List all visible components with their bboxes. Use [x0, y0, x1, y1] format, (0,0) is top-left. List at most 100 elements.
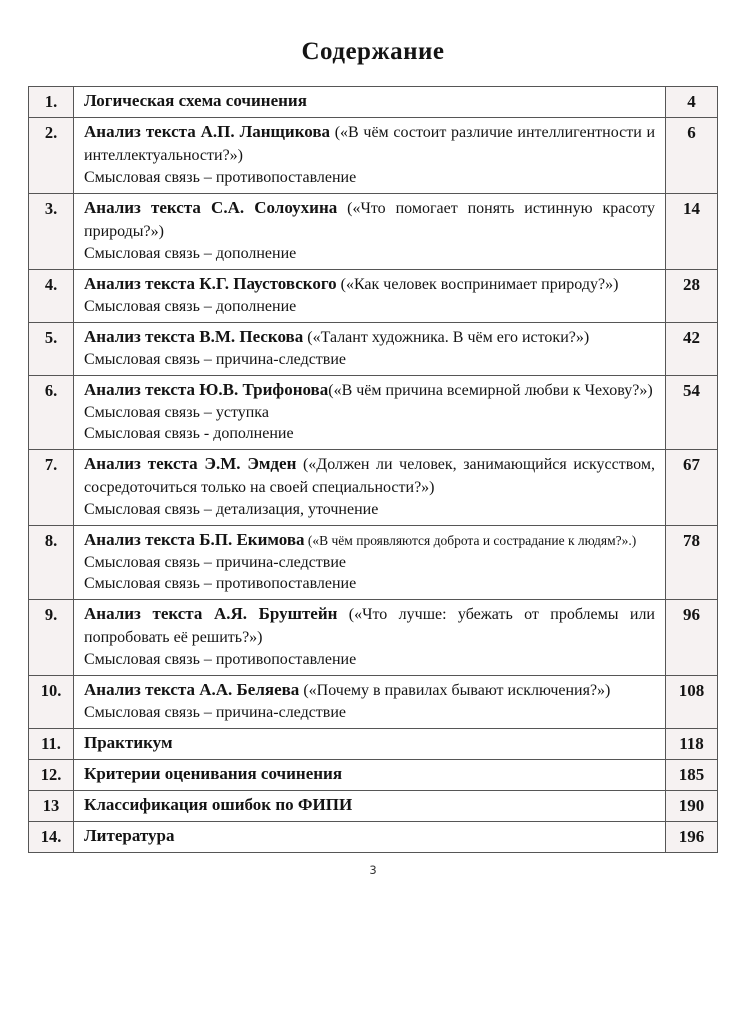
row-number: 2. [28, 117, 74, 194]
entry-cell: Анализ текста Ю.В. Трифонова(«В чём прич… [73, 375, 666, 450]
entry-cell: Классификация ошибок по ФИПИ [73, 790, 666, 822]
entry-heading: Анализ текста Ю.В. Трифонова(«В чём прич… [84, 379, 655, 402]
footer-page-number: 3 [369, 863, 377, 877]
entry-cell: Анализ текста А.Я. Бруштейн («Что лучше:… [73, 599, 666, 676]
entry-cell: Анализ текста А.А. Беляева («Почему в пр… [73, 675, 666, 729]
entry-title: Анализ текста А.А. Беляева [84, 680, 300, 699]
row-number: 12. [28, 759, 74, 791]
entry-page-number: 185 [665, 759, 718, 791]
table-row: 5. Анализ текста В.М. Пескова («Талант х… [28, 322, 718, 376]
entry-cell: Анализ текста Э.М. Эмден («Должен ли чел… [73, 449, 666, 526]
entry-link-type: Смысловая связь – причина-следствие [84, 351, 347, 368]
entry-heading: Анализ текста А.А. Беляева («Почему в пр… [84, 679, 655, 702]
entry-title: Критерии оценивания сочинения [84, 764, 343, 783]
entry-heading: Анализ текста Б.П. Екимова («В чём прояв… [84, 529, 655, 552]
entry-heading: Анализ текста А.П. Ланщикова («В чём сос… [84, 121, 655, 167]
table-row: 3. Анализ текста С.А. Солоухина («Что по… [28, 193, 718, 270]
entry-link-type: Смысловая связь – причина-следствие [84, 554, 347, 571]
entry-page-number: 14 [665, 193, 718, 270]
entry-cell: Анализ текста К.Г. Паустовского («Как че… [73, 269, 666, 323]
entry-page-number: 42 [665, 322, 718, 376]
entry-subtitle: («В чём состоит различие интеллигентност… [84, 124, 656, 164]
entry-cell: Анализ текста С.А. Солоухина («Что помог… [73, 193, 666, 270]
entry-heading: Анализ текста Э.М. Эмден («Должен ли чел… [84, 453, 655, 499]
entry-page-number: 4 [665, 86, 718, 118]
entry-title: Анализ текста В.М. Пескова [84, 327, 304, 346]
entry-title: Практикум [84, 733, 173, 752]
entry-cell: Литература [73, 821, 666, 853]
entry-title: Анализ текста Э.М. Эмден [84, 454, 297, 473]
row-number: 3. [28, 193, 74, 270]
table-row: 1. Логическая схема сочинения 4 [28, 86, 718, 118]
entry-page-number: 118 [665, 728, 718, 760]
entry-subtitle: («В чём причина всемирной любви к Чехову… [328, 382, 653, 399]
table-row: 9. Анализ текста А.Я. Бруштейн («Что луч… [28, 599, 718, 676]
row-number: 8. [28, 525, 74, 600]
entry-subtitle: («В чём проявляются доброта и сострадани… [304, 533, 637, 548]
entry-title: Классификация ошибок по ФИПИ [84, 795, 353, 814]
entry-cell: Анализ текста В.М. Пескова («Талант худо… [73, 322, 666, 376]
table-row: 12. Критерии оценивания сочинения 185 [28, 759, 718, 791]
entry-page-number: 67 [665, 449, 718, 526]
entry-link-type: Смысловая связь – дополнение [84, 245, 297, 262]
row-number: 6. [28, 375, 74, 450]
entry-page-number: 190 [665, 790, 718, 822]
entry-heading: Анализ текста В.М. Пескова («Талант худо… [84, 326, 655, 349]
entry-cell: Критерии оценивания сочинения [73, 759, 666, 791]
entry-title: Анализ текста А.П. Ланщикова [84, 122, 331, 141]
entry-title: Анализ текста С.А. Солоухина [84, 198, 338, 217]
entry-title: Анализ текста А.Я. Бруштейн [84, 604, 338, 623]
entry-page-number: 6 [665, 117, 718, 194]
entry-link-type: Смысловая связь - дополнение [84, 425, 294, 442]
row-number: 4. [28, 269, 74, 323]
entry-cell: Практикум [73, 728, 666, 760]
entry-link-type: Смысловая связь – дополнение [84, 298, 297, 315]
entry-title: Анализ текста К.Г. Паустовского [84, 274, 337, 293]
entry-heading: Анализ текста С.А. Солоухина («Что помог… [84, 197, 655, 243]
entry-cell: Логическая схема сочинения [73, 86, 666, 118]
table-row: 7. Анализ текста Э.М. Эмден («Должен ли … [28, 449, 718, 526]
entry-page-number: 108 [665, 675, 718, 729]
entry-heading: Литература [84, 825, 655, 847]
entry-page-number: 196 [665, 821, 718, 853]
entry-heading: Логическая схема сочинения [84, 90, 655, 112]
entry-heading: Практикум [84, 732, 655, 754]
row-number: 14. [28, 821, 74, 853]
table-row: 11. Практикум 118 [28, 728, 718, 760]
entry-subtitle: («Что помогает понять истинную красоту п… [84, 200, 656, 240]
entry-title: Логическая схема сочинения [84, 91, 307, 110]
entry-subtitle: («Как человек воспринимает природу?») [336, 276, 619, 293]
entry-cell: Анализ текста А.П. Ланщикова («В чём сос… [73, 117, 666, 194]
entry-link-type: Смысловая связь – уступка [84, 404, 269, 421]
row-number: 5. [28, 322, 74, 376]
entry-heading: Анализ текста А.Я. Бруштейн («Что лучше:… [84, 603, 655, 649]
table-row: 13 Классификация ошибок по ФИПИ 190 [28, 790, 718, 822]
table-row: 2. Анализ текста А.П. Ланщикова («В чём … [28, 117, 718, 194]
entry-title: Анализ текста Ю.В. Трифонова [84, 380, 329, 399]
row-number: 1. [28, 86, 74, 118]
row-number: 9. [28, 599, 74, 676]
entry-title: Анализ текста Б.П. Екимова [84, 530, 305, 549]
entry-link-type: Смысловая связь – противопоставление [84, 169, 357, 186]
entry-page-number: 54 [665, 375, 718, 450]
entry-subtitle: («Что лучше: убежать от проблемы или поп… [84, 606, 655, 646]
entry-link-type: Смысловая связь – детализация, уточнение [84, 501, 379, 518]
entry-heading: Классификация ошибок по ФИПИ [84, 794, 655, 816]
row-number: 11. [28, 728, 74, 760]
entry-subtitle: («Талант художника. В чём его истоки?») [303, 329, 590, 346]
entry-page-number: 28 [665, 269, 718, 323]
entry-subtitle: («Должен ли человек, занимающийся искусс… [84, 456, 655, 496]
table-row: 8. Анализ текста Б.П. Екимова («В чём пр… [28, 525, 718, 600]
table-row: 6. Анализ текста Ю.В. Трифонова(«В чём п… [28, 375, 718, 450]
entry-cell: Анализ текста Б.П. Екимова («В чём прояв… [73, 525, 666, 600]
toc-table: 1. Логическая схема сочинения 4 2. Анали… [28, 86, 718, 853]
row-number: 7. [28, 449, 74, 526]
entry-link-type: Смысловая связь – причина-следствие [84, 704, 347, 721]
entry-subtitle: («Почему в правилах бывают исключения?») [299, 682, 611, 699]
row-number: 13 [28, 790, 74, 822]
table-row: 10. Анализ текста А.А. Беляева («Почему … [28, 675, 718, 729]
page-title: Содержание [301, 38, 445, 65]
entry-link-type: Смысловая связь – противопоставление [84, 651, 357, 668]
table-row: 4. Анализ текста К.Г. Паустовского («Как… [28, 269, 718, 323]
